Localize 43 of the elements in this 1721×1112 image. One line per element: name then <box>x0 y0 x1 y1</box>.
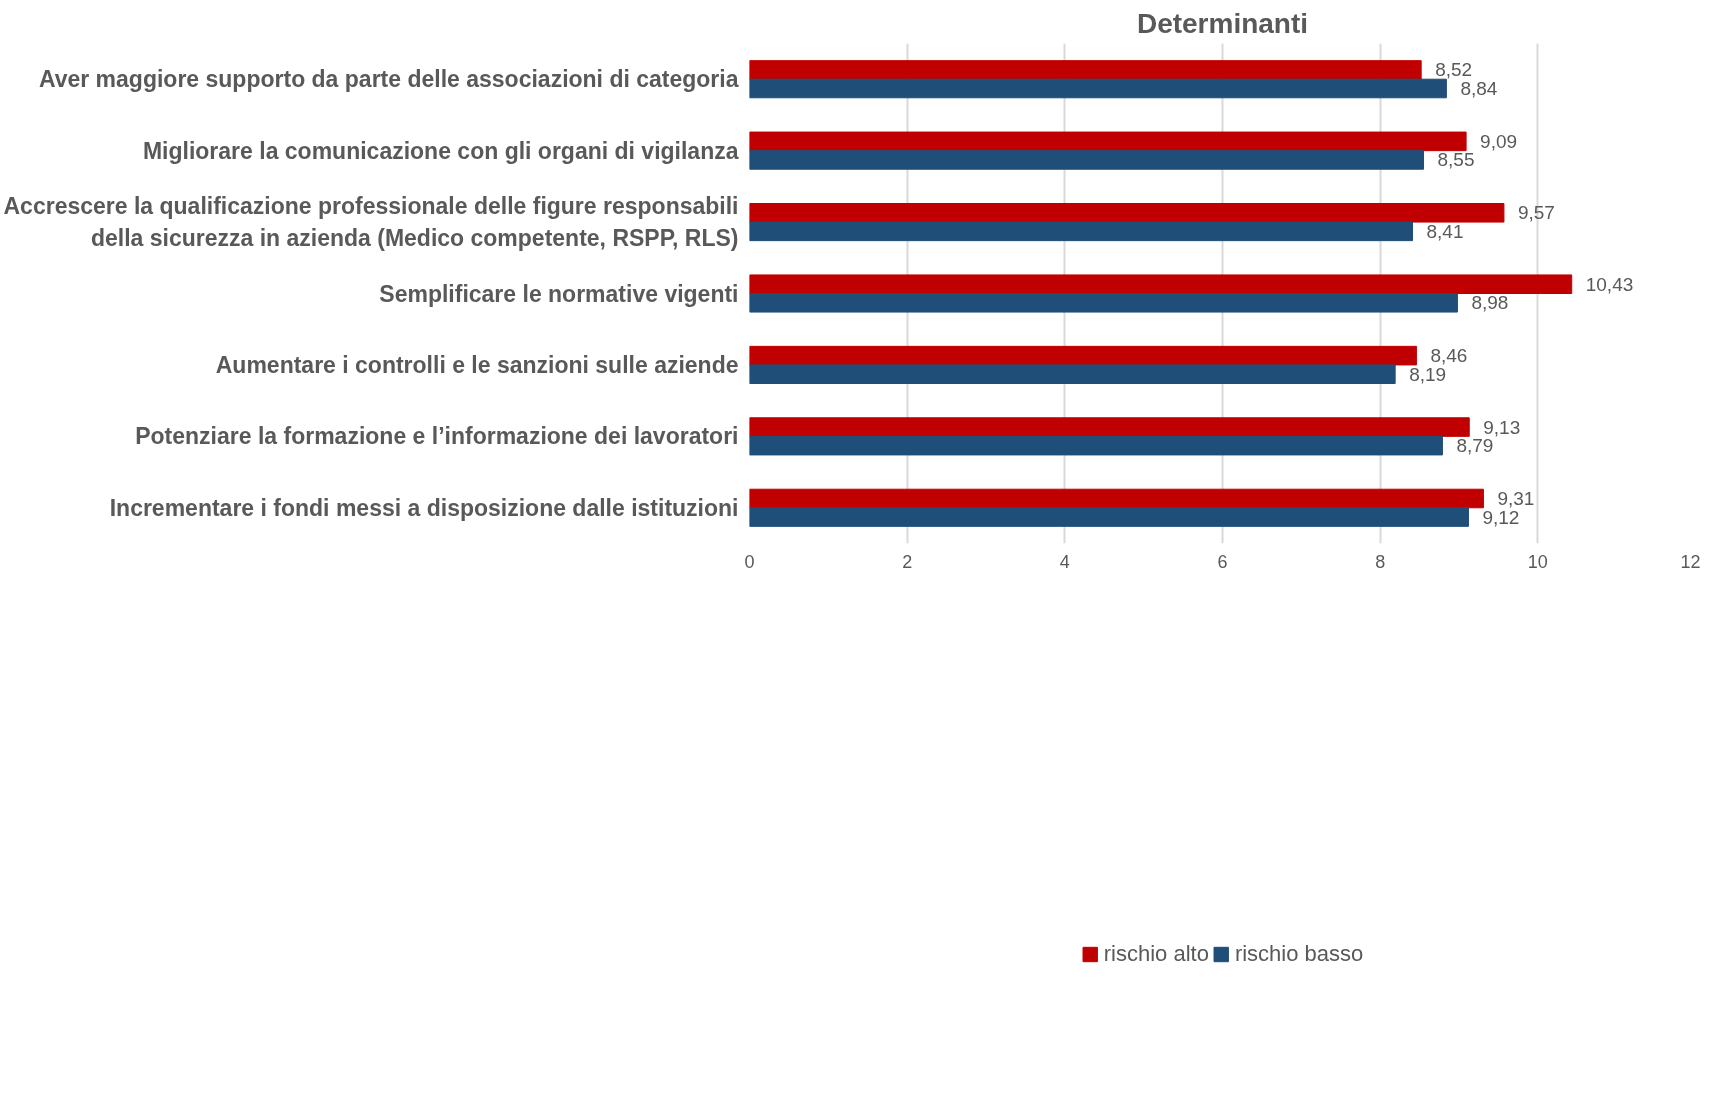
legend-label: rischio alto <box>1103 940 1209 967</box>
bar <box>749 293 1458 313</box>
bar <box>749 131 1467 152</box>
data-label: 8,41 <box>1426 220 1464 242</box>
data-label: 8,52 <box>1435 59 1473 81</box>
data-label: 8,79 <box>1456 435 1494 457</box>
x-tick-label: 4 <box>1059 551 1070 572</box>
y-tick-label: Accrescere la qualificazione professionale delle figure responsabili della sicurezza in azienda (Medico competente, RSPP, RLS) <box>3 193 739 251</box>
data-label: 8,46 <box>1430 345 1468 367</box>
bar <box>749 507 1469 527</box>
x-tick-label: 8 <box>1375 551 1386 572</box>
bar <box>749 78 1447 99</box>
bar <box>749 150 1425 170</box>
bar <box>749 488 1484 509</box>
data-label: 10,43 <box>1585 273 1634 295</box>
y-tick-label: Incrementare i fondi messi a disposizione dalle istituzioni <box>109 494 739 521</box>
bar <box>749 274 1573 294</box>
bar <box>749 417 1470 437</box>
bar <box>749 203 1505 223</box>
bar <box>749 345 1417 366</box>
data-label: 8,98 <box>1471 292 1509 314</box>
data-label: 9,09 <box>1480 130 1518 152</box>
chart-title: Determinanti <box>1136 7 1309 39</box>
x-tick-label: 6 <box>1217 551 1228 572</box>
data-label: 8,84 <box>1460 78 1498 99</box>
bar <box>749 364 1396 384</box>
bar <box>749 60 1422 80</box>
x-tick-label: 12 <box>1680 551 1701 572</box>
data-label: 9,31 <box>1497 488 1535 509</box>
y-tick-label: Aumentare i controlli e le sanzioni sulle aziende <box>215 351 739 378</box>
x-tick-label: 0 <box>744 551 755 572</box>
data-label: 9,13 <box>1483 416 1521 438</box>
y-tick-label: Semplificare le normative vigenti <box>379 280 739 307</box>
y-tick-label: Aver maggiore supporto da parte delle associazioni di categoria <box>38 66 739 93</box>
legend-label: rischio basso <box>1234 940 1364 967</box>
y-tick-label: Migliorare la comunicazione con gli organi di vigilanza <box>142 137 739 164</box>
x-tick-label: 10 <box>1527 551 1548 572</box>
y-tick-label: Potenziare la formazione e l’informazione dei lavoratori <box>135 423 739 450</box>
bar <box>749 435 1443 456</box>
bar <box>749 221 1413 242</box>
data-label: 9,57 <box>1517 202 1555 224</box>
x-tick-label: 2 <box>902 551 913 572</box>
data-label: 8,55 <box>1437 149 1475 171</box>
